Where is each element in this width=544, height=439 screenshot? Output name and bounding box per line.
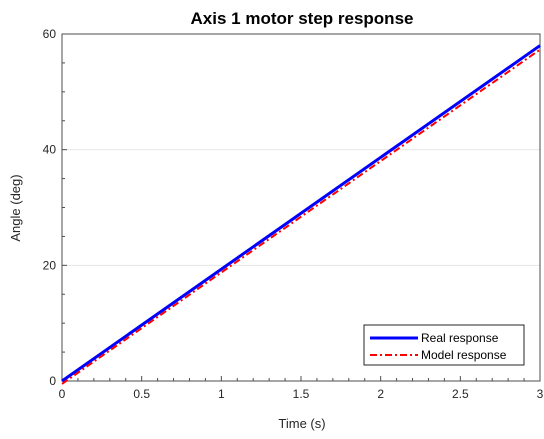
legend: Real response Model response <box>363 324 525 366</box>
y-tick-labels: 0 20 40 60 <box>43 27 57 388</box>
legend-label-model-response: Model response <box>421 348 507 362</box>
y-tick-label: 60 <box>43 27 57 41</box>
y-axis-label: Angle (deg) <box>8 174 23 241</box>
gridlines <box>62 149 540 266</box>
x-tick-label: 1 <box>218 387 225 401</box>
x-axis-label: Time (s) <box>278 416 325 431</box>
y-tick-label: 40 <box>43 143 57 157</box>
x-tick-labels: 0 0.5 1 1.5 2 2.5 3 <box>59 387 544 401</box>
x-tick-label: 3 <box>537 387 544 401</box>
x-tick-label: 2.5 <box>452 387 469 401</box>
y-tick-label: 0 <box>49 374 56 388</box>
series-line-model-response <box>61 48 541 385</box>
x-tick-label: 2 <box>377 387 384 401</box>
x-tick-label: 0 <box>59 387 66 401</box>
legend-box <box>363 324 525 366</box>
y-tick-label: 20 <box>43 258 57 272</box>
series-line-real-response <box>61 44 541 383</box>
x-tick-label: 1.5 <box>293 387 310 401</box>
chart-title: Axis 1 motor step response <box>191 9 414 28</box>
data-series <box>61 44 541 385</box>
legend-label-real-response: Real response <box>421 331 499 345</box>
x-tick-label: 0.5 <box>133 387 150 401</box>
